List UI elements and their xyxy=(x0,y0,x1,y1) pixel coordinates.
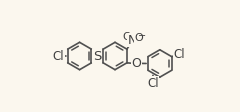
Text: Cl: Cl xyxy=(173,48,185,61)
Text: Cl: Cl xyxy=(147,77,159,90)
Text: N: N xyxy=(128,34,137,47)
Text: −: − xyxy=(138,31,146,41)
Text: O: O xyxy=(134,33,143,43)
Text: O: O xyxy=(132,57,141,70)
Text: Cl: Cl xyxy=(53,50,65,62)
Text: O: O xyxy=(122,32,131,42)
Text: S: S xyxy=(93,50,102,62)
